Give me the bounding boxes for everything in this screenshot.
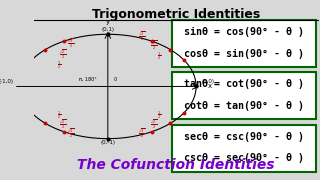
Text: y: y (106, 19, 110, 25)
Text: (-1,0): (-1,0) (0, 79, 14, 84)
Text: Trigonometric Identities: Trigonometric Identities (92, 8, 260, 21)
Text: $\frac{\sqrt{3}}{2}$: $\frac{\sqrt{3}}{2}$ (138, 128, 146, 140)
Text: $\frac{1}{2}$: $\frac{1}{2}$ (57, 109, 61, 121)
Text: (0,1): (0,1) (101, 28, 114, 33)
Text: tanθ = cot(90° - θ ): tanθ = cot(90° - θ ) (184, 79, 304, 89)
Text: $\frac{\sqrt{3}}{2}$: $\frac{\sqrt{3}}{2}$ (67, 128, 74, 140)
Text: $\frac{1}{2}$: $\frac{1}{2}$ (157, 109, 161, 121)
Text: $\frac{\sqrt{3}}{2}$: $\frac{\sqrt{3}}{2}$ (67, 38, 74, 50)
Text: (1,0): (1,0) (202, 79, 215, 84)
Text: sinθ = cos(90° - θ ): sinθ = cos(90° - θ ) (184, 27, 304, 37)
Text: $\frac{1}{2}$: $\frac{1}{2}$ (157, 51, 161, 62)
FancyBboxPatch shape (172, 125, 316, 172)
Text: $\frac{\sqrt{2}}{2}$: $\frac{\sqrt{2}}{2}$ (150, 120, 157, 131)
Text: cotθ = tan(90° - θ ): cotθ = tan(90° - θ ) (184, 101, 304, 111)
FancyBboxPatch shape (172, 20, 316, 67)
Text: The Cofunction Identities: The Cofunction Identities (77, 158, 275, 172)
Text: cosθ = sin(90° - θ ): cosθ = sin(90° - θ ) (184, 49, 304, 59)
Text: (0,-1): (0,-1) (100, 140, 115, 145)
Text: x: x (207, 84, 212, 89)
Text: π, 180°: π, 180° (79, 77, 96, 82)
Text: $\frac{\sqrt{2}}{2}$: $\frac{\sqrt{2}}{2}$ (59, 49, 66, 60)
Text: $\frac{\sqrt{2}}{2}$: $\frac{\sqrt{2}}{2}$ (150, 40, 157, 52)
Text: cscθ = sec(90° - θ ): cscθ = sec(90° - θ ) (184, 153, 304, 163)
Text: 0: 0 (114, 77, 116, 82)
Text: $\frac{1}{2}$: $\frac{1}{2}$ (57, 59, 61, 71)
FancyBboxPatch shape (172, 72, 316, 119)
Text: $\frac{\sqrt{2}}{2}$: $\frac{\sqrt{2}}{2}$ (59, 120, 66, 131)
Text: secθ = csc(90° - θ ): secθ = csc(90° - θ ) (184, 132, 304, 142)
Text: $\frac{\sqrt{3}}{2}$: $\frac{\sqrt{3}}{2}$ (138, 31, 146, 43)
